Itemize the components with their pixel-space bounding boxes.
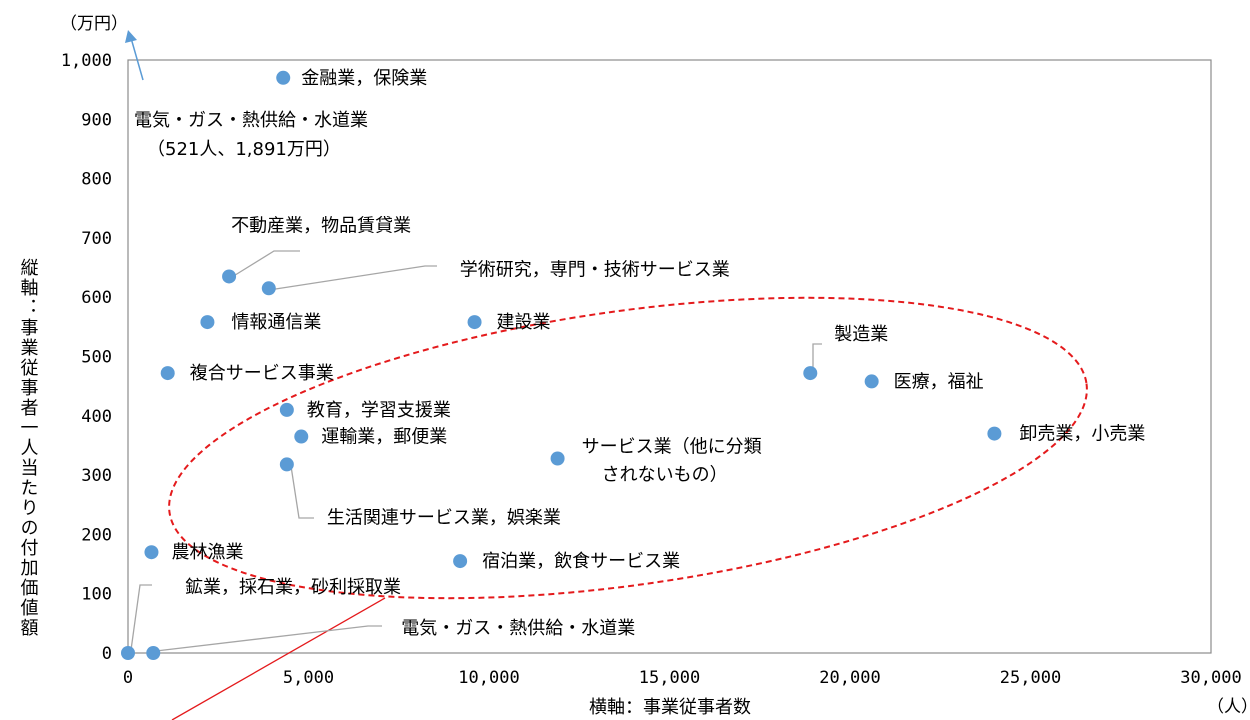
data-point <box>550 451 565 466</box>
point-label: 不動産業，物品賃貸業 <box>231 215 411 236</box>
y-tick-label: 900 <box>81 110 112 130</box>
y-tick-label: 0 <box>102 644 112 664</box>
data-point <box>467 315 482 330</box>
data-point <box>222 269 237 284</box>
y-tick-label: 100 <box>81 585 112 605</box>
y-tick-label: 200 <box>81 525 112 545</box>
y-tick-label: 1,000 <box>61 51 112 71</box>
leader-line-research <box>268 265 437 291</box>
data-point <box>276 70 291 85</box>
point-label: 卸売業，小売業 <box>1019 424 1145 445</box>
y-axis-title: 縦軸：事業従事者一人当たりの付加価値額 <box>18 258 39 638</box>
data-points <box>121 70 1002 660</box>
data-point <box>987 426 1002 441</box>
data-point <box>146 646 161 660</box>
y-tick-label: 800 <box>81 170 112 190</box>
point-label: 複合サービス事業 <box>190 363 334 384</box>
data-point <box>121 646 135 660</box>
point-label: 製造業 <box>834 324 888 345</box>
y-tick-label: 400 <box>81 407 112 427</box>
offscale-label-line1: 電気・ガス・熱供給・水道業 <box>134 110 368 131</box>
point-label: 宿泊業，飲食サービス業 <box>482 551 680 572</box>
leader-line-mining <box>130 584 152 651</box>
point-label: 鉱業，採石業，砂利採取業 <box>185 577 401 598</box>
y-unit-label: （万円） <box>60 14 128 34</box>
y-tick-label: 600 <box>81 288 112 308</box>
y-tick-label: 700 <box>81 229 112 249</box>
leader-lines <box>130 250 822 652</box>
data-point <box>453 554 468 569</box>
x-tick-label: 20,000 <box>819 668 880 688</box>
point-label: サービス業（他に分類 <box>582 436 762 457</box>
y-tick-labels: 0 100 200 300 400 500 600 700 800 900 1,000 <box>61 51 112 664</box>
point-label: されないもの） <box>602 464 728 485</box>
point-label: 医療，福祉 <box>894 371 984 392</box>
data-point <box>279 457 294 472</box>
data-point <box>864 374 879 389</box>
data-point <box>294 429 309 444</box>
leader-line-realestate <box>231 250 300 278</box>
x-tick-label: 0 <box>123 668 133 688</box>
data-point <box>144 545 159 560</box>
y-tick-label: 300 <box>81 466 112 486</box>
leader-line-manufacturing <box>812 343 822 372</box>
data-point <box>200 315 215 330</box>
offscale-label-line2: （521人、1,891万円） <box>147 139 341 160</box>
point-label: 運輸業，郵便業 <box>321 427 447 448</box>
point-label: 情報通信業 <box>231 312 321 333</box>
x-tick-label: 15,000 <box>639 668 700 688</box>
x-tick-label: 5,000 <box>283 668 334 688</box>
point-label: 生活関連サービス業，娯楽業 <box>327 507 561 528</box>
leader-line-electric <box>155 625 382 652</box>
highlight-ellipse <box>168 296 1088 600</box>
x-unit-label: （人） <box>1207 697 1250 717</box>
point-label: 農林漁業 <box>171 542 243 563</box>
data-point <box>261 281 276 296</box>
x-tick-label: 10,000 <box>458 668 519 688</box>
data-point <box>279 402 294 417</box>
point-label: 学術研究，専門・技術サービス業 <box>460 259 730 280</box>
x-tick-label: 25,000 <box>1000 668 1061 688</box>
point-label: 教育，学習支援業 <box>307 400 451 421</box>
offscale-arrow-line <box>130 37 144 81</box>
point-label: 金融業，保険業 <box>301 68 427 89</box>
data-point <box>160 366 175 381</box>
y-tick-label: 500 <box>81 348 112 368</box>
point-label: 建設業 <box>497 312 551 333</box>
leader-line-living <box>290 465 314 519</box>
x-tick-labels: 0 5,000 10,000 15,000 20,000 25,000 30,000 <box>123 668 1242 688</box>
x-axis-title: 横軸：事業従事者数 <box>589 697 751 718</box>
plot-area <box>127 59 1212 654</box>
x-tick-label: 30,000 <box>1180 668 1241 688</box>
point-label: 電気・ガス・熱供給・水道業 <box>401 618 635 639</box>
offscale-arrow-head <box>125 30 137 43</box>
red-pointer-line <box>171 597 386 720</box>
data-point <box>803 366 818 381</box>
